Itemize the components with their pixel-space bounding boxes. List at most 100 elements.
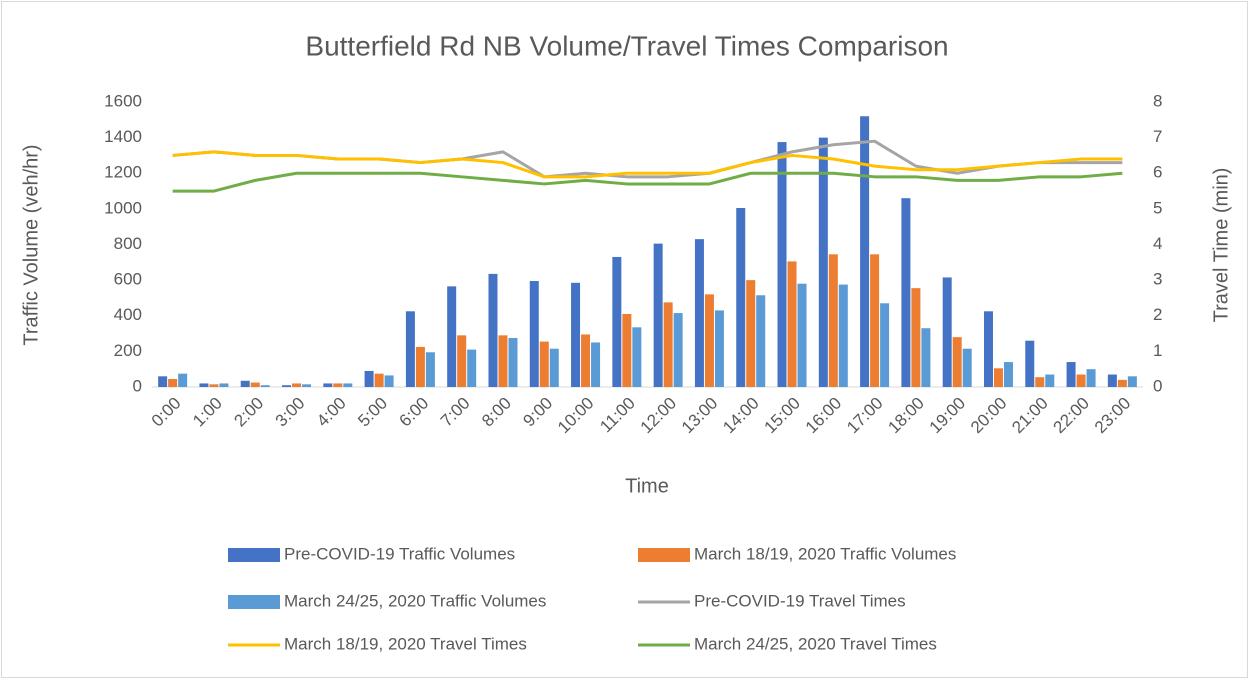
y-tick-label: 800 bbox=[114, 234, 142, 253]
bar bbox=[498, 335, 508, 387]
y2-tick-label: 6 bbox=[1153, 163, 1162, 182]
bar bbox=[240, 380, 250, 387]
y-tick-label: 0 bbox=[133, 376, 142, 395]
legend-label: Pre-COVID-19 Traffic Volumes bbox=[284, 544, 515, 563]
bar bbox=[1035, 377, 1045, 387]
bar bbox=[508, 338, 518, 387]
bar bbox=[1127, 376, 1137, 387]
bar bbox=[880, 303, 890, 387]
bar bbox=[1107, 374, 1117, 387]
bar bbox=[364, 370, 374, 387]
bar bbox=[1076, 374, 1086, 387]
bar bbox=[457, 335, 467, 387]
bar bbox=[622, 313, 632, 387]
bar bbox=[1003, 362, 1013, 387]
bar bbox=[704, 294, 714, 387]
bar bbox=[343, 383, 353, 387]
legend-label: Pre-COVID-19 Travel Times bbox=[694, 591, 906, 610]
line bbox=[172, 150, 1123, 179]
bar bbox=[663, 302, 673, 387]
bar bbox=[209, 384, 219, 387]
legend-swatch bbox=[228, 548, 280, 562]
bar bbox=[415, 346, 425, 387]
bar bbox=[199, 383, 209, 387]
bar bbox=[828, 254, 838, 387]
y-tick-label: 600 bbox=[114, 270, 142, 289]
x-axis-label: Time bbox=[625, 475, 669, 497]
bar bbox=[488, 273, 498, 387]
bar bbox=[1025, 340, 1035, 387]
bar bbox=[405, 311, 415, 387]
bar bbox=[302, 384, 312, 387]
y2-tick-label: 8 bbox=[1153, 91, 1162, 110]
bar bbox=[838, 284, 848, 387]
bar bbox=[219, 383, 229, 387]
bar bbox=[870, 254, 880, 387]
y2-tick-label: 3 bbox=[1153, 270, 1162, 289]
bar bbox=[158, 376, 168, 387]
bar bbox=[549, 348, 559, 387]
bar bbox=[529, 281, 539, 387]
legend-label: March 18/19, 2020 Traffic Volumes bbox=[694, 544, 956, 563]
legend-label: March 24/25, 2020 Travel Times bbox=[694, 634, 937, 653]
y2-tick-label: 0 bbox=[1153, 376, 1162, 395]
bar bbox=[860, 116, 870, 387]
y2-tick-label: 4 bbox=[1153, 234, 1162, 253]
y-tick-label: 400 bbox=[114, 305, 142, 324]
bar bbox=[374, 373, 384, 387]
bar bbox=[756, 295, 766, 387]
legend-label: March 24/25, 2020 Traffic Volumes bbox=[284, 591, 546, 610]
bar bbox=[250, 382, 260, 387]
bar bbox=[333, 383, 343, 387]
bar bbox=[591, 342, 601, 387]
bar bbox=[787, 261, 797, 387]
bar bbox=[1117, 379, 1127, 387]
bar bbox=[736, 207, 746, 387]
bar bbox=[292, 383, 302, 387]
bar bbox=[571, 282, 581, 387]
y-tick-label: 1000 bbox=[104, 198, 142, 217]
bar bbox=[962, 348, 972, 387]
line bbox=[172, 171, 1123, 193]
bar bbox=[746, 280, 756, 387]
bar bbox=[797, 283, 807, 387]
legend-label: March 18/19, 2020 Travel Times bbox=[284, 634, 527, 653]
bar bbox=[581, 334, 591, 387]
bar bbox=[632, 327, 642, 387]
chart-title: Butterfield Rd NB Volume/Travel Times Co… bbox=[305, 30, 948, 61]
y-tick-label: 1400 bbox=[104, 127, 142, 146]
legend-swatch bbox=[638, 548, 690, 562]
y2-tick-label: 7 bbox=[1153, 127, 1162, 146]
y2-axis-label: Travel Time (min) bbox=[1210, 168, 1232, 323]
y2-tick-label: 5 bbox=[1153, 198, 1162, 217]
bar bbox=[653, 243, 663, 387]
bar bbox=[447, 286, 457, 387]
bar bbox=[1066, 362, 1076, 387]
bar bbox=[993, 368, 1003, 387]
bar bbox=[714, 310, 724, 387]
y-tick-label: 1200 bbox=[104, 163, 142, 182]
legend-swatch bbox=[228, 595, 280, 609]
bar bbox=[1045, 374, 1055, 387]
bar bbox=[911, 288, 921, 387]
bar bbox=[901, 198, 911, 387]
bar bbox=[983, 311, 993, 387]
bar bbox=[921, 328, 931, 387]
bar bbox=[282, 385, 292, 387]
bar bbox=[818, 137, 828, 387]
bar bbox=[673, 313, 683, 387]
bar bbox=[539, 341, 549, 387]
bar bbox=[323, 383, 333, 387]
bar bbox=[425, 352, 435, 387]
bar bbox=[384, 375, 394, 387]
y-tick-label: 1600 bbox=[104, 91, 142, 110]
bar bbox=[168, 378, 178, 387]
bar bbox=[952, 337, 962, 387]
bar bbox=[467, 349, 477, 387]
y2-tick-label: 2 bbox=[1153, 305, 1162, 324]
bar bbox=[612, 256, 622, 387]
y-tick-label: 200 bbox=[114, 341, 142, 360]
bar bbox=[942, 277, 952, 387]
bar bbox=[260, 385, 270, 387]
